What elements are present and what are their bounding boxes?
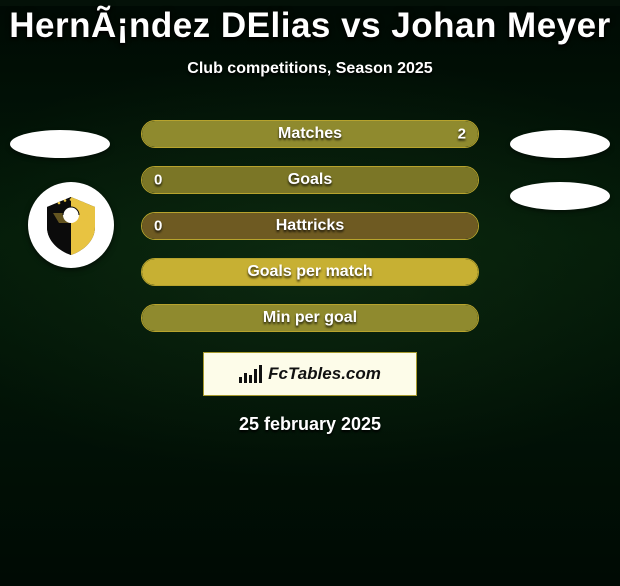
brand-box: FcTables.com (203, 352, 417, 396)
stat-row: Goals per match (141, 258, 479, 286)
club-right-avatar-placeholder (510, 182, 610, 210)
shield-icon (39, 193, 103, 257)
stat-value-left: 0 (154, 218, 162, 235)
stat-label: Matches (278, 125, 342, 143)
stat-value-left: 0 (154, 172, 162, 189)
page-title: HernÃ¡ndez DElias vs Johan Meyer (0, 6, 620, 46)
subtitle: Club competitions, Season 2025 (0, 60, 620, 78)
brand-text: FcTables.com (268, 364, 381, 384)
stat-label: Hattricks (276, 217, 344, 235)
player-right-avatar-placeholder (510, 130, 610, 158)
player-left-avatar-placeholder (10, 130, 110, 158)
stat-label: Min per goal (263, 309, 357, 327)
stat-row: Min per goal (141, 304, 479, 332)
stat-row: 0 Goals (141, 166, 479, 194)
stat-value-right: 2 (458, 126, 466, 143)
chart-icon (239, 365, 262, 383)
stat-label: Goals (288, 171, 332, 189)
stat-row: Matches 2 (141, 120, 479, 148)
date-caption: 25 february 2025 (0, 414, 620, 435)
stat-label: Goals per match (247, 263, 372, 281)
club-badge (28, 182, 114, 268)
stat-row: 0 Hattricks (141, 212, 479, 240)
